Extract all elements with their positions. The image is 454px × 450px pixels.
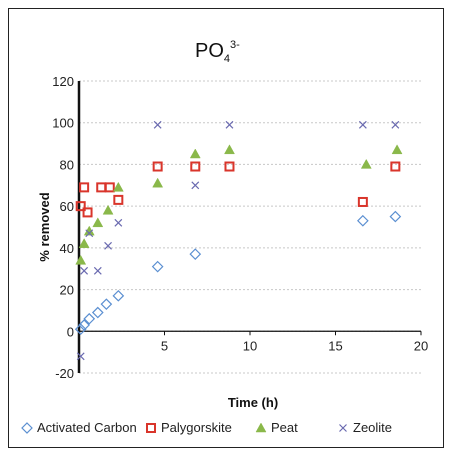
activated-carbon-point [389,210,402,223]
peat-point [75,254,87,265]
y-tick-label: 80 [60,157,74,172]
peat-point [360,158,372,169]
palygorskite-point [82,207,93,218]
palygorskite-point [104,182,115,193]
activated-carbon-point [91,306,104,319]
x-tick-label: 10 [243,338,257,353]
palygorskite-point [190,161,201,172]
zeolite-point [80,266,89,275]
palygorskite-point [152,161,163,172]
peat-point [189,148,201,159]
peat-point [152,177,164,188]
activated-carbon-point [83,312,96,325]
legend-marker-palygorskite [146,423,156,433]
tick-labels: -20 0 20 40 60 80 100 120 5 10 15 20 [52,74,428,381]
palygorskite-point [96,182,107,193]
y-tick-label: 100 [52,116,74,131]
axes [77,81,422,373]
scatter-chart: PO43- -20 0 20 40 60 80 100 120 5 10 15 20 Time (h)… [21,39,428,435]
y-tick-label: 40 [60,241,74,256]
zeolite-point [93,266,102,275]
chart-title-main: PO [195,40,224,62]
palygorskite-point [357,196,368,207]
chart-frame: PO43- -20 0 20 40 60 80 100 120 5 10 15 20 Time (h)… [8,8,444,448]
peat-point [112,181,124,192]
zeolite-point [85,229,94,238]
y-axis-label: % removed [37,192,52,261]
zeolite-point [358,120,367,129]
legend: Activated Carbon Palygorskite Peat Zeolite [21,420,392,435]
zeolite-point [76,352,85,361]
legend-marker-zeolite [339,424,347,432]
activated-carbon-point [357,214,369,227]
peat-point [92,217,104,228]
peat-point [78,238,90,248]
activated-carbon-point [74,323,87,336]
legend-label-activated-carbon: Activated Carbon [37,420,137,435]
peat-point [102,204,114,215]
zeolite-point [225,120,234,129]
activated-carbon-point [189,248,202,260]
legend-marker-peat [255,422,267,433]
gridlines [79,80,421,374]
x-tick-label: 15 [328,338,342,353]
zeolite-point [391,120,400,129]
zeolite-point [191,181,200,190]
peat-point [391,144,403,155]
chart-title-superscript: 3- [230,39,240,51]
activated-carbon-point [78,319,90,331]
legend-label-palygorskite: Palygorskite [161,420,232,435]
zeolite-point [153,120,162,129]
peat-point [224,144,235,155]
x-axis-label: Time (h) [228,395,278,410]
palygorskite-point [390,161,401,172]
y-tick-label: -20 [55,366,74,381]
activated-carbon-point [112,289,125,302]
x-tick-label: 20 [414,338,428,353]
y-tick-label: 60 [60,199,74,214]
palygorskite-point [113,194,124,205]
y-tick-label: 0 [67,324,74,339]
activated-carbon-point [100,298,113,311]
zeolite-point [114,218,123,227]
palygorskite-point [224,161,235,172]
y-tick-label: 120 [52,74,74,89]
x-tick-label: 5 [161,338,168,353]
chart-title: PO43- [195,39,240,65]
palygorskite-point [75,201,86,212]
y-tick-label: 20 [60,283,74,298]
legend-label-zeolite: Zeolite [353,420,392,435]
legend-marker-activated-carbon [21,422,33,434]
zeolite-point [104,241,112,250]
legend-label-peat: Peat [271,420,298,435]
activated-carbon-point [151,260,164,273]
chart-title-subscript: 4 [224,53,230,65]
data-markers [74,120,403,361]
palygorskite-point [79,182,90,193]
